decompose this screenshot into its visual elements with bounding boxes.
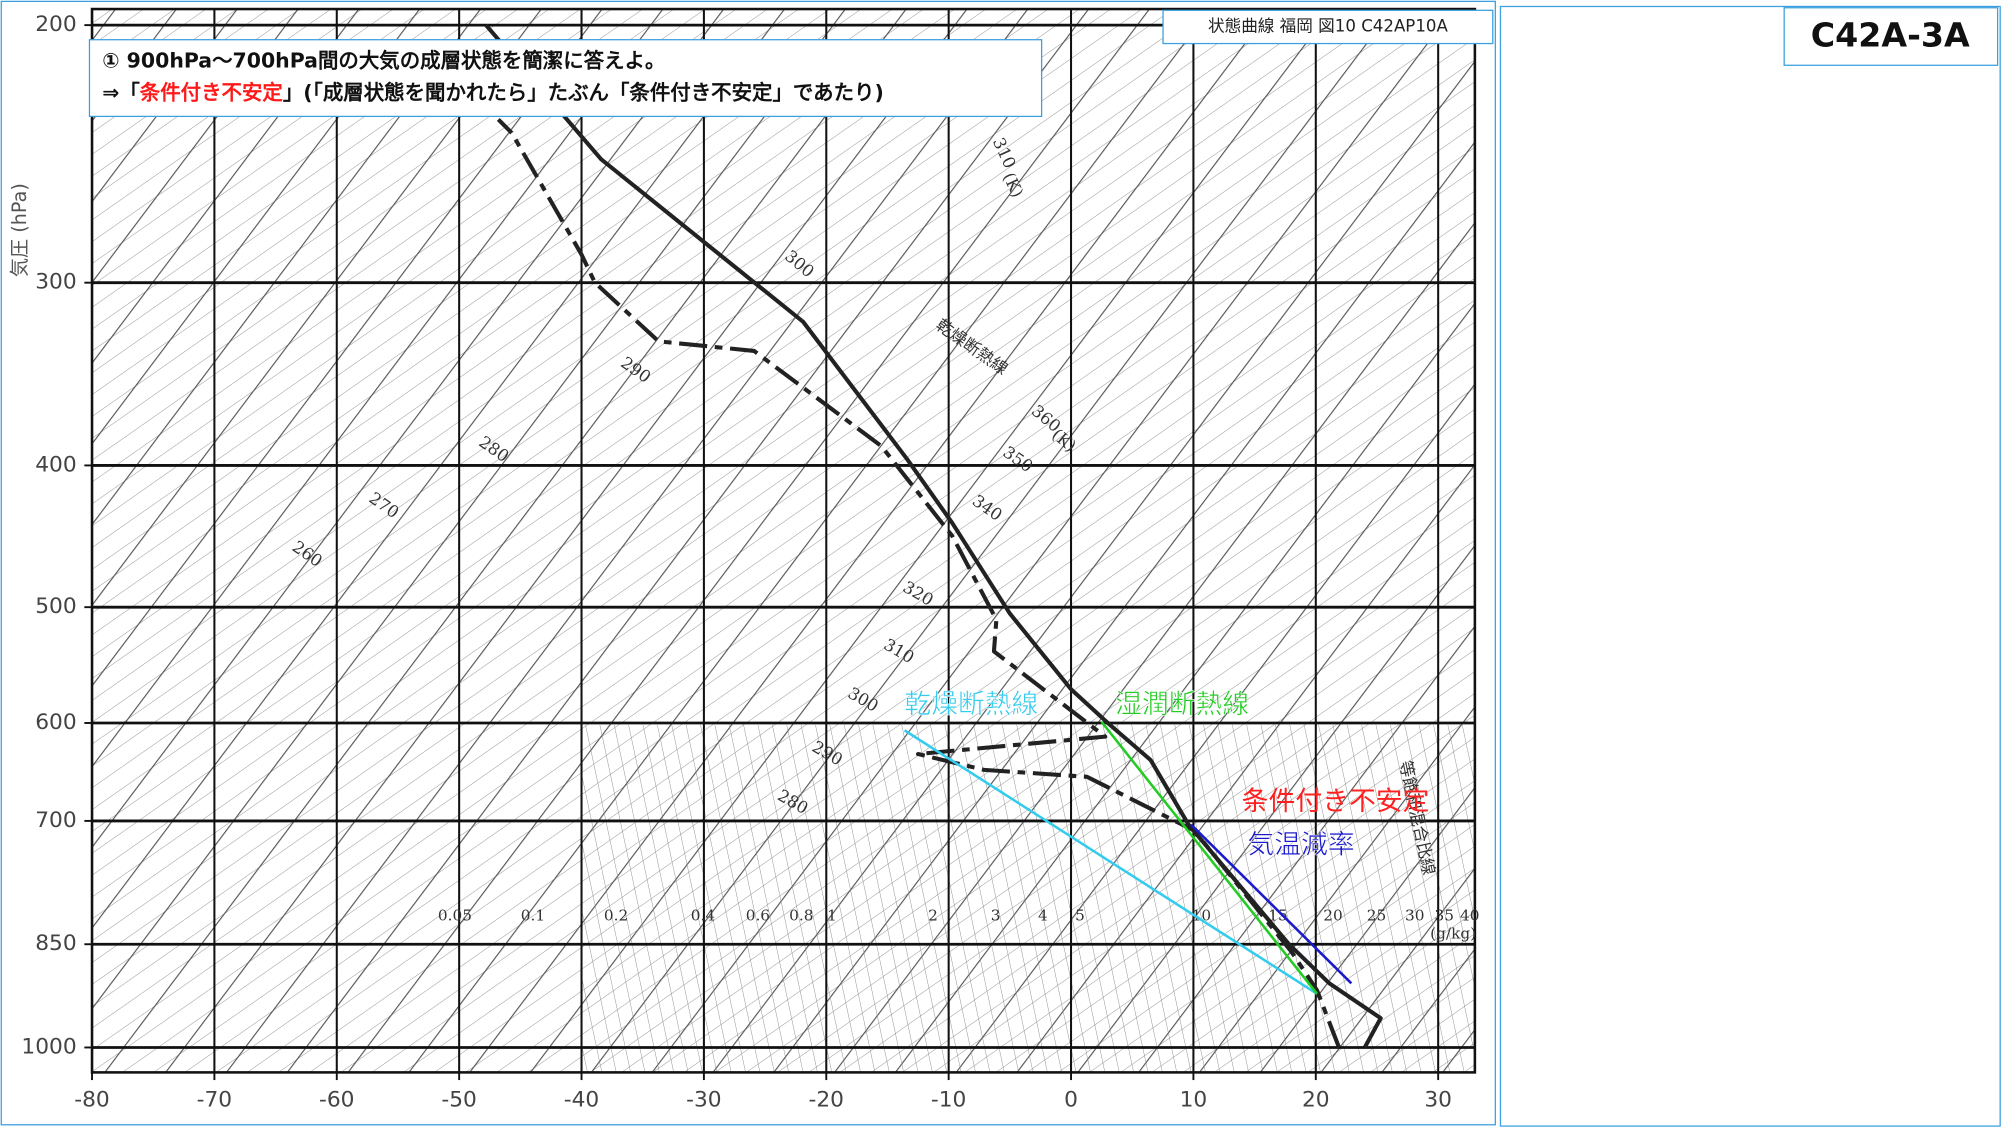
y-tick-label: 200 (35, 12, 76, 37)
code-box (1783, 7, 1999, 66)
question-box (88, 39, 1043, 118)
mixing-ratio-label: 3 (991, 906, 1001, 924)
series-line (903, 729, 1318, 995)
mixing-ratio-label: (g/kg) (1430, 924, 1476, 942)
answer-prefix: ⇒「 (102, 80, 140, 104)
answer: 条件付き不安定 (139, 80, 284, 104)
series-line (484, 23, 1383, 1049)
x-tick-label: -10 (931, 1088, 966, 1113)
mixing-ratio-label: 2 (928, 906, 938, 924)
y-tick-label: 500 (35, 594, 76, 619)
x-tick-label: 20 (1302, 1088, 1330, 1113)
chart-frame (0, 0, 1496, 1126)
code: C42A-3A (1811, 16, 1970, 55)
mixing-ratio-label: 25 (1367, 906, 1387, 924)
chart-title: 状態曲線 福岡 図10 C42AP10A (1208, 16, 1448, 35)
y-tick-label: 850 (35, 931, 76, 956)
mixing-ratio-label: 4 (1038, 906, 1048, 924)
mixing-ratio-label: 0.4 (691, 906, 715, 924)
y-tick-label: 600 (35, 710, 76, 735)
annotation: 条件付き不安定 (1242, 786, 1430, 817)
mixing-ratio-hatch (581, 724, 1475, 1073)
y-tick-label: 300 (35, 270, 76, 295)
mixing-ratio-label: 20 (1323, 906, 1343, 924)
answer-suffix: 」(「成層状態を聞かれたら」たぶん「条件付き不安定」であたり) (283, 80, 884, 104)
mixing-ratio-label: 0.8 (789, 906, 813, 924)
y-axis-label: 気圧 (hPa) (8, 183, 31, 277)
x-tick-label: -60 (319, 1088, 354, 1113)
mixing-ratio-label: 0.05 (438, 906, 472, 924)
mixing-ratio-label: 0.6 (746, 906, 770, 924)
mixing-ratio-label: 10 (1192, 906, 1212, 924)
x-tick-label: -40 (564, 1088, 599, 1113)
y-tick-label: 1000 (21, 1034, 76, 1059)
title-box (1162, 9, 1494, 45)
mixing-ratio-label: 0.2 (604, 906, 628, 924)
mixing-ratio-label: 5 (1075, 906, 1085, 924)
mixing-ratio-label: 35 (1434, 906, 1454, 924)
plot-frame (90, 7, 1477, 1074)
series-line (1190, 823, 1353, 985)
x-tick-label: 10 (1180, 1088, 1208, 1113)
answer-line: ⇒「条件付き不安定」(「成層状態を聞かれたら」たぶん「条件付き不安定」であたり) (102, 80, 884, 104)
x-tick-label: -70 (197, 1088, 232, 1113)
mixing-ratio-label: 0.1 (521, 906, 545, 924)
mixing-ratio-lines (581, 724, 1475, 1073)
question: ① 900hPa～700hPa間の大気の成層状態を簡潔に答えよ。 (102, 48, 665, 72)
y-tick-label: 700 (35, 808, 76, 833)
x-tick-label: -20 (809, 1088, 844, 1113)
mixing-ratio-label: 30 (1405, 906, 1425, 924)
series-line (1100, 721, 1319, 995)
series-label: 湿潤断熱線 (1115, 689, 1249, 720)
mixing-ratio-label: 40 (1460, 906, 1480, 924)
side-panel (1499, 5, 2001, 1127)
x-tick-label: 30 (1424, 1088, 1452, 1113)
mixing-ratio-label: 1 (827, 906, 837, 924)
series-line (496, 118, 1341, 1049)
x-tick-label: -30 (686, 1088, 721, 1113)
y-tick-label: 400 (35, 452, 76, 477)
mixing-ratio-label: 15 (1268, 906, 1288, 924)
x-tick-label: -50 (441, 1088, 476, 1113)
series-label: 乾燥断熱線 (904, 689, 1038, 720)
x-tick-label: -80 (74, 1088, 109, 1113)
x-tick-label: 0 (1064, 1088, 1078, 1113)
series-label: 気温減率 (1247, 830, 1354, 861)
